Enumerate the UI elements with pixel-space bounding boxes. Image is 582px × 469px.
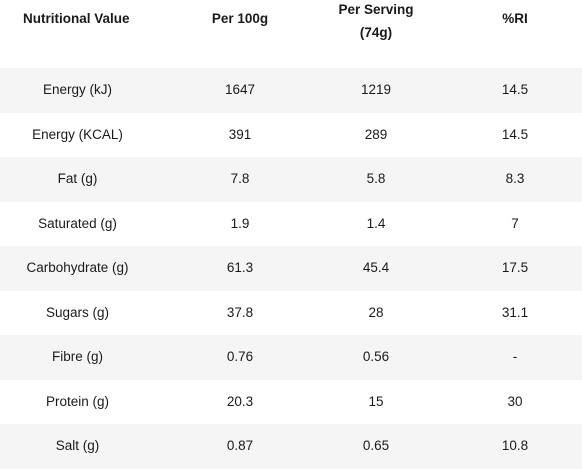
nutrient-cell: Carbohydrate (g) bbox=[26, 260, 129, 276]
header-per-100g: Per 100g bbox=[211, 11, 269, 26]
table-row: Fibre (g) 0.76 0.56 - bbox=[0, 335, 582, 380]
table-row: Protein (g) 20.3 15 30 bbox=[0, 380, 582, 425]
header-ri: %RI bbox=[502, 11, 528, 26]
ri-cell: 7 bbox=[511, 215, 519, 231]
table-row: Energy (kJ) 1647 1219 14.5 bbox=[0, 68, 582, 113]
table-row: Energy (KCAL) 391 289 14.5 bbox=[0, 113, 582, 158]
per-100g-cell: 20.3 bbox=[226, 393, 254, 409]
per-serving-cell: 45.4 bbox=[362, 260, 390, 276]
ri-cell: 31.1 bbox=[501, 304, 529, 320]
ri-cell: 17.5 bbox=[501, 260, 529, 276]
ri-cell: 8.3 bbox=[505, 171, 525, 187]
table-header: Nutritional Value Per 100g Per Serving (… bbox=[0, 0, 582, 68]
nutrient-cell: Energy (kJ) bbox=[42, 82, 113, 98]
ri-cell: 14.5 bbox=[501, 82, 529, 98]
nutrient-cell: Saturated (g) bbox=[38, 215, 117, 231]
header-per-serving: Per Serving (74g) bbox=[317, 0, 435, 43]
per-100g-cell: 391 bbox=[228, 126, 252, 142]
per-100g-cell: 1.9 bbox=[230, 215, 250, 231]
per-100g-cell: 0.76 bbox=[226, 349, 254, 365]
per-serving-cell: 15 bbox=[368, 393, 384, 409]
per-100g-cell: 0.87 bbox=[226, 438, 254, 454]
per-100g-cell: 7.8 bbox=[230, 171, 250, 187]
header-serving-size: (74g) bbox=[359, 25, 393, 40]
per-serving-cell: 289 bbox=[364, 126, 388, 142]
header-nutritional-value: Nutritional Value bbox=[23, 11, 130, 26]
nutrient-cell: Salt (g) bbox=[55, 438, 100, 454]
per-serving-cell: 0.56 bbox=[362, 349, 390, 365]
table-body: Energy (kJ) 1647 1219 14.5 Energy (KCAL)… bbox=[0, 68, 582, 469]
per-serving-cell: 1219 bbox=[360, 82, 392, 98]
per-serving-cell: 5.8 bbox=[366, 171, 386, 187]
per-100g-cell: 61.3 bbox=[226, 260, 254, 276]
header-per-serving-label: Per Serving bbox=[338, 2, 414, 17]
table-row: Salt (g) 0.87 0.65 10.8 bbox=[0, 424, 582, 469]
nutrient-cell: Sugars (g) bbox=[45, 304, 110, 320]
ri-cell: 30 bbox=[507, 393, 523, 409]
ri-cell: 14.5 bbox=[501, 126, 529, 142]
per-100g-cell: 37.8 bbox=[226, 304, 254, 320]
nutrient-cell: Energy (KCAL) bbox=[32, 126, 123, 142]
ri-cell: 10.8 bbox=[501, 438, 529, 454]
per-serving-cell: 28 bbox=[368, 304, 384, 320]
per-serving-cell: 1.4 bbox=[366, 215, 386, 231]
ri-cell: - bbox=[512, 349, 518, 365]
table-row: Sugars (g) 37.8 28 31.1 bbox=[0, 291, 582, 336]
nutrient-cell: Protein (g) bbox=[45, 393, 110, 409]
table-row: Fat (g) 7.8 5.8 8.3 bbox=[0, 157, 582, 202]
table-row: Carbohydrate (g) 61.3 45.4 17.5 bbox=[0, 246, 582, 291]
nutrient-cell: Fibre (g) bbox=[51, 349, 103, 365]
table-row: Saturated (g) 1.9 1.4 7 bbox=[0, 202, 582, 247]
per-100g-cell: 1647 bbox=[224, 82, 256, 98]
nutrient-cell: Fat (g) bbox=[57, 171, 98, 187]
per-serving-cell: 0.65 bbox=[362, 438, 390, 454]
